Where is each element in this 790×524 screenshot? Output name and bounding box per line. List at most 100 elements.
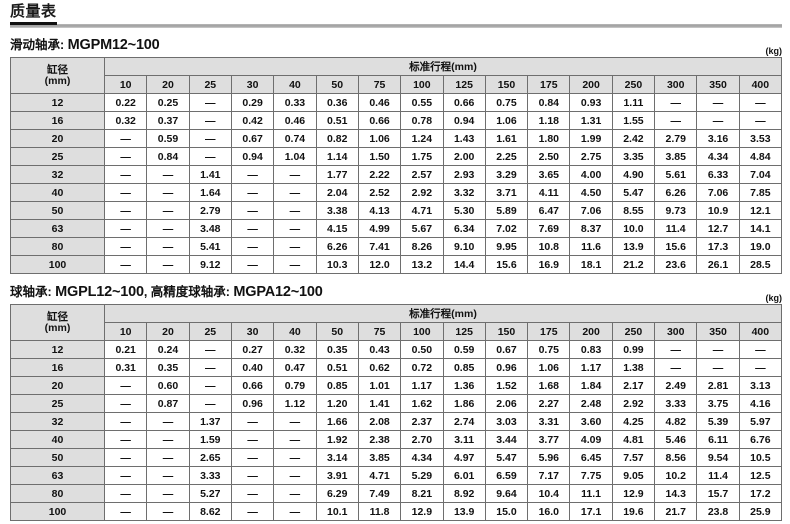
weight-cell: 0.42	[230, 111, 275, 130]
weight-cell: 4.25	[611, 412, 656, 431]
weight-cell: 7.17	[527, 466, 571, 485]
stroke-column-header-350: 350	[696, 75, 740, 94]
table-row: 40— —1.59— —1.92 2.38 2.70 3.11 3.44 3.77 4.09 4.…	[10, 430, 783, 449]
weight-cell: 1.06	[357, 129, 402, 148]
weight-cell: 4.97	[442, 448, 486, 467]
weight-cell: 17.1	[569, 502, 613, 521]
weight-cell: 7.06	[569, 201, 613, 220]
weight-cell: 2.42	[611, 129, 656, 148]
weight-cell: 0.85	[315, 376, 359, 395]
weight-cell: 0.85	[442, 358, 486, 377]
weight-cell: —	[230, 412, 275, 431]
weight-cell: 6.59	[484, 466, 529, 485]
table-2-body: 缸径 (mm) 标准行程(mm) 10 20 25 30 40 50 75 100 125 150 175…	[10, 304, 783, 521]
weight-cell: 3.85	[357, 448, 402, 467]
table-row: 25—0.87—0.96 1.12 1.20 1.41 1.62 1.86 2.06 2.27…	[10, 394, 783, 413]
weight-cell: 21.7	[654, 502, 698, 521]
weight-cell: 3.16	[696, 129, 740, 148]
weight-cell: —	[103, 201, 148, 220]
weight-cell: 6.11	[696, 430, 740, 449]
weight-cell: —	[273, 201, 317, 220]
weight-cell: 8.26	[400, 237, 444, 256]
weight-cell: 7.57	[611, 448, 656, 467]
weight-cell: 3.77	[527, 430, 571, 449]
weight-cell: 2.17	[611, 376, 656, 395]
weight-cell: 0.32	[103, 111, 148, 130]
weight-cell: 3.33	[188, 466, 232, 485]
weight-cell: 5.67	[400, 219, 444, 238]
weight-cell: —	[738, 340, 783, 359]
weight-cell: —	[273, 255, 317, 274]
weight-cell: —	[273, 448, 317, 467]
table-row: 32— —1.37— —1.66 2.08 2.37 2.74 3.03 3.31 3.60 4.…	[10, 412, 783, 431]
bore-header-line1: 缸径	[47, 310, 68, 323]
weight-cell: —	[273, 502, 317, 521]
weight-cell: 1.38	[611, 358, 656, 377]
weight-cell: 3.53	[738, 129, 783, 148]
weight-cell: 1.92	[315, 430, 359, 449]
weight-cell: 1.06	[484, 111, 529, 130]
stroke-column-header-175: 175	[527, 75, 571, 94]
weight-cell: —	[103, 147, 148, 166]
weight-cell: 4.13	[357, 201, 402, 220]
weight-cell: 28.5	[738, 255, 783, 274]
table-row: 32— —1.41— —1.77 2.22 2.57 2.93 3.29 3.65 4.00 4.…	[10, 165, 783, 184]
weight-cell: —	[230, 502, 275, 521]
weight-cell: —	[103, 484, 148, 503]
weight-cell: —	[146, 448, 190, 467]
weight-cell: 2.25	[484, 147, 529, 166]
weight-cell: 3.85	[654, 147, 698, 166]
weight-cell: 12.1	[738, 201, 783, 220]
weight-cell: 1.11	[611, 93, 656, 112]
weight-cell: —	[696, 358, 740, 377]
weight-cell: 2.57	[400, 165, 444, 184]
weight-cell: 0.74	[273, 129, 317, 148]
bore-cell-40: 40	[10, 183, 105, 202]
weight-cell: 2.37	[400, 412, 444, 431]
weight-cell: 11.4	[654, 219, 698, 238]
bore-cell-12: 12	[10, 340, 105, 359]
weight-cell: —	[230, 219, 275, 238]
weight-cell: 1.06	[527, 358, 571, 377]
weight-cell: —	[230, 430, 275, 449]
table-row: 50— —2.79— —3.38 4.13 4.71 5.30 5.89 6.47 7.06 8.…	[10, 201, 783, 220]
weight-cell: 0.60	[146, 376, 190, 395]
weight-cell: 4.82	[654, 412, 698, 431]
weight-cell: 6.26	[315, 237, 359, 256]
weight-cell: 0.25	[146, 93, 190, 112]
weight-cell: 0.93	[569, 93, 613, 112]
stroke-column-header-25: 25	[188, 322, 232, 341]
bore-cell-63: 63	[10, 219, 105, 238]
weight-cell: 2.92	[611, 394, 656, 413]
weight-cell: 1.99	[569, 129, 613, 148]
weight-cell: —	[103, 448, 148, 467]
stroke-column-header-350: 350	[696, 322, 740, 341]
table-row: 63— —3.33— —3.91 4.71 5.29 6.01 6.59 7.17 7.75 9.…	[10, 466, 783, 485]
stroke-column-header-300: 300	[654, 75, 698, 94]
weight-cell: 9.54	[696, 448, 740, 467]
weight-cell: 4.16	[738, 394, 783, 413]
weight-cell: 0.78	[400, 111, 444, 130]
weight-cell: —	[273, 412, 317, 431]
weight-cell: 10.3	[315, 255, 359, 274]
bore-cell-80: 80	[10, 484, 105, 503]
weight-cell: 3.11	[442, 430, 486, 449]
table-row: 16 0.31 0.35—0.40 0.47 0.51 0.62 0.72 0.85 0.96 1…	[10, 358, 783, 377]
weight-cell: 8.92	[442, 484, 486, 503]
stroke-column-header-200: 200	[569, 322, 613, 341]
weight-cell: 1.41	[357, 394, 402, 413]
weight-cell: 2.00	[442, 147, 486, 166]
weight-cell: 3.29	[484, 165, 529, 184]
weight-cell: 0.67	[230, 129, 275, 148]
weight-cell: 10.0	[611, 219, 656, 238]
weight-cell: 7.06	[696, 183, 740, 202]
weight-cell: 13.9	[611, 237, 656, 256]
bore-header-line2: (mm)	[44, 321, 71, 334]
weight-cell: —	[146, 219, 190, 238]
weight-cell: 2.38	[357, 430, 402, 449]
weight-cell: 0.72	[400, 358, 444, 377]
weight-cell: 1.77	[315, 165, 359, 184]
weight-cell: 12.9	[611, 484, 656, 503]
weight-cell: 10.9	[696, 201, 740, 220]
